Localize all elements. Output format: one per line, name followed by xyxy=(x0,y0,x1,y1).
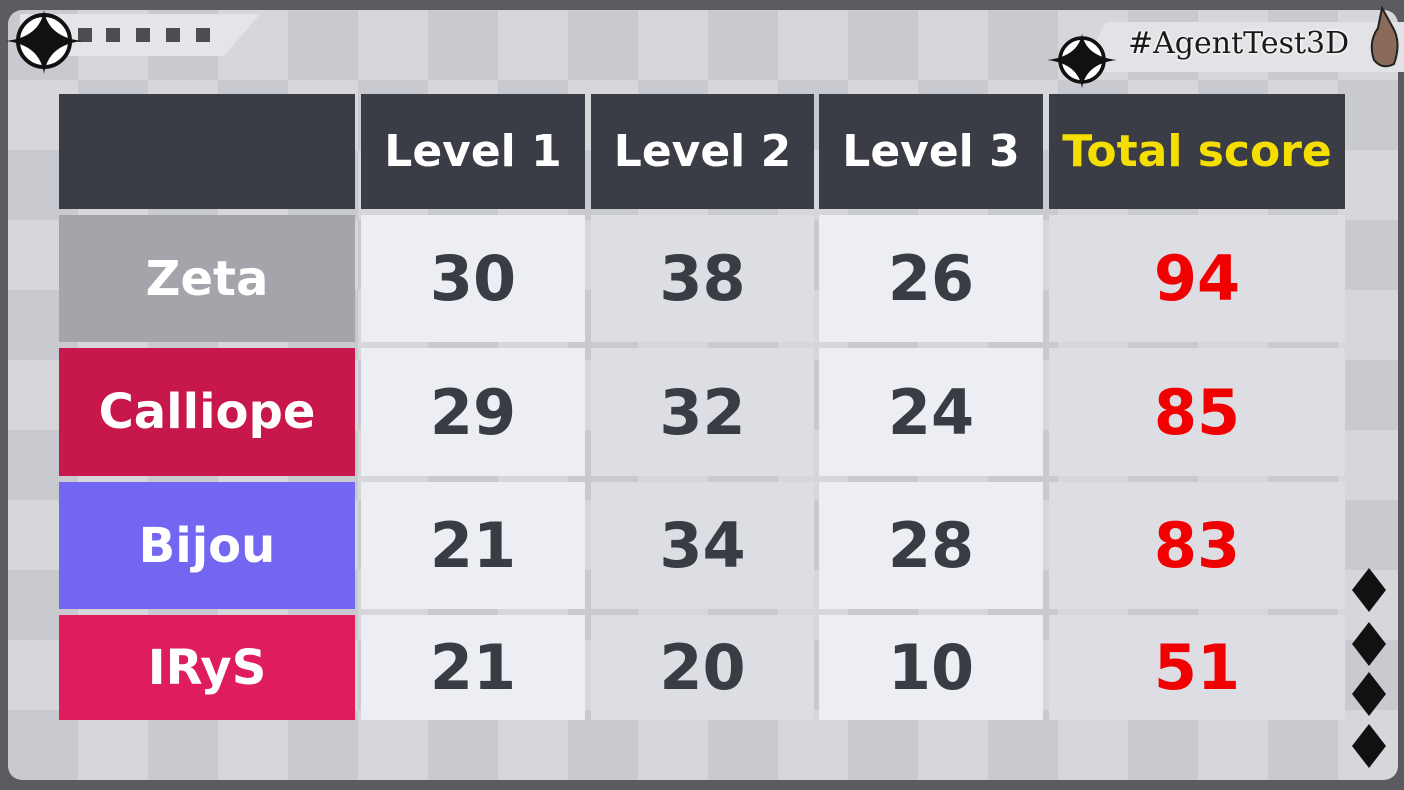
header-level-1: Level 1 xyxy=(361,94,585,209)
score-cell: 30 xyxy=(361,215,585,342)
score-cell: 21 xyxy=(361,615,585,720)
header-level-3: Level 3 xyxy=(819,94,1043,209)
score-cell: 32 xyxy=(591,348,814,476)
score-cell: 28 xyxy=(819,482,1043,609)
total-score-cell: 83 xyxy=(1049,482,1345,609)
total-score-cell: 85 xyxy=(1049,348,1345,476)
row-name: Bijou xyxy=(59,482,355,609)
header-level-2: Level 2 xyxy=(591,94,814,209)
score-cell: 24 xyxy=(819,348,1043,476)
score-cell: 21 xyxy=(361,482,585,609)
square-decoration xyxy=(136,28,150,42)
hashtag-label: #AgentTest3D xyxy=(1128,26,1350,61)
score-cell: 29 xyxy=(361,348,585,476)
row-name: IRyS xyxy=(59,615,355,720)
square-decoration xyxy=(166,28,180,42)
row-name: Calliope xyxy=(59,348,355,476)
mascot-icon xyxy=(1370,6,1399,68)
hashtag-bar xyxy=(1080,22,1404,72)
square-decoration xyxy=(196,28,210,42)
star-compass-icon xyxy=(1047,33,1117,89)
square-decoration xyxy=(106,28,120,42)
score-cell: 20 xyxy=(591,615,814,720)
total-score-cell: 51 xyxy=(1049,615,1345,720)
total-score-cell: 94 xyxy=(1049,215,1345,342)
square-decoration xyxy=(78,28,92,42)
score-cell: 10 xyxy=(819,615,1043,720)
row-name: Zeta xyxy=(59,215,355,342)
score-cell: 26 xyxy=(819,215,1043,342)
header-total-score: Total score xyxy=(1049,94,1345,209)
score-cell: 38 xyxy=(591,215,814,342)
header-empty xyxy=(59,94,355,209)
star-compass-logo-icon xyxy=(6,10,82,74)
score-cell: 34 xyxy=(591,482,814,609)
